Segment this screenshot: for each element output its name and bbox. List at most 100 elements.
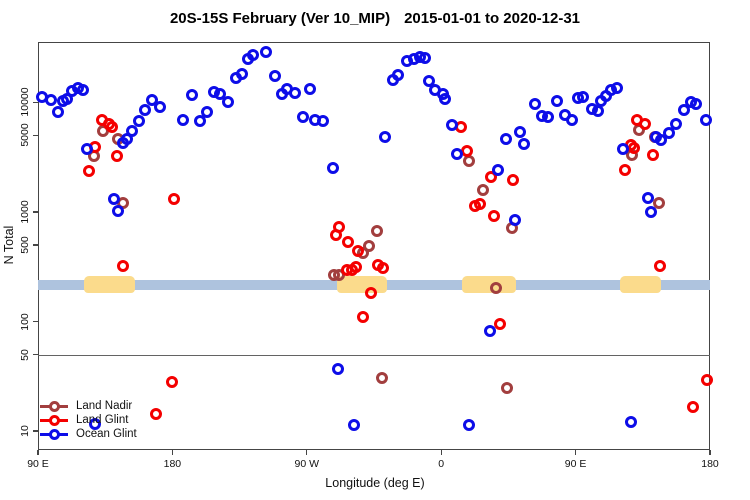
data-point <box>112 204 125 217</box>
x-axis-label: Longitude (deg E) <box>325 476 425 490</box>
data-point <box>200 106 213 119</box>
data-point <box>701 374 714 387</box>
data-point <box>652 197 665 210</box>
data-point <box>376 261 389 274</box>
data-point <box>500 381 513 394</box>
data-point <box>268 69 281 82</box>
data-point <box>418 51 431 64</box>
x-tick <box>306 450 308 455</box>
data-point <box>484 325 497 338</box>
data-point <box>653 260 666 272</box>
x-tick <box>440 450 442 455</box>
data-point <box>439 93 452 106</box>
data-point <box>565 114 578 127</box>
x-tick <box>37 450 39 455</box>
data-point <box>451 147 464 160</box>
data-point <box>304 82 317 95</box>
data-point <box>350 260 363 273</box>
data-point <box>490 282 502 295</box>
data-point <box>639 118 652 131</box>
data-point <box>125 125 138 138</box>
chart-title-daterange: 2015-01-01 to 2020-12-31 <box>404 10 581 27</box>
data-point <box>461 144 474 157</box>
data-point <box>700 114 713 127</box>
x-tick <box>574 450 577 455</box>
y-axis-label: N Total <box>2 225 16 265</box>
data-point <box>154 100 166 113</box>
legend-label: Land Glint <box>76 414 129 426</box>
data-point <box>375 372 388 385</box>
data-point <box>392 68 405 81</box>
legend-item-ocean-glint: Ocean Glint <box>40 427 137 441</box>
data-point <box>488 210 501 223</box>
data-point <box>642 191 655 204</box>
data-point <box>149 408 162 421</box>
chart-title: 20S-15S February (Ver 10_MIP) 2015-01-01 … <box>0 10 750 27</box>
data-point <box>446 118 459 131</box>
data-point <box>177 113 190 126</box>
y-tick-label: 5000 <box>19 123 31 147</box>
data-point <box>331 363 344 376</box>
data-point <box>51 105 64 118</box>
data-point <box>352 245 365 257</box>
legend-label: Ocean Glint <box>76 428 137 440</box>
data-point <box>627 141 640 154</box>
y-tick <box>33 320 38 323</box>
plot-area <box>38 42 710 450</box>
data-point <box>76 83 89 96</box>
data-point <box>646 149 659 162</box>
legend: Land Nadir Land Glint Ocean Glint <box>40 399 137 441</box>
data-point <box>247 48 260 61</box>
data-point <box>528 98 541 111</box>
data-point <box>117 260 130 272</box>
data-point <box>327 161 340 174</box>
data-point <box>644 205 657 218</box>
band-gap-patch <box>620 276 661 294</box>
data-point <box>618 164 631 177</box>
data-point <box>235 67 248 80</box>
data-point <box>110 149 123 162</box>
data-point <box>476 184 489 197</box>
data-point <box>362 239 375 252</box>
data-point <box>139 103 152 116</box>
data-point <box>687 401 700 413</box>
data-point <box>507 173 520 186</box>
data-point <box>484 170 497 183</box>
legend-item-land-nadir: Land Nadir <box>40 399 137 413</box>
band-gap-patch <box>84 276 136 294</box>
data-point <box>500 133 512 146</box>
band-gap-patch <box>462 276 516 294</box>
data-point <box>165 375 178 388</box>
data-point <box>542 111 555 124</box>
data-point <box>145 94 158 107</box>
x-tick-label: 90 E <box>27 458 49 470</box>
data-point <box>577 91 590 104</box>
data-point <box>474 198 487 211</box>
data-point <box>690 98 703 111</box>
data-point <box>185 88 198 101</box>
data-point <box>514 126 527 139</box>
data-point <box>316 115 329 128</box>
data-point <box>365 286 377 299</box>
data-point <box>494 318 507 331</box>
data-point <box>168 193 181 206</box>
x-tick-label: 0 <box>438 458 445 470</box>
data-point <box>663 127 676 140</box>
data-point <box>133 115 146 128</box>
legend-label: Land Nadir <box>76 400 133 412</box>
reference-line-50 <box>38 354 710 356</box>
y-tick <box>33 430 38 432</box>
data-point <box>259 45 272 58</box>
data-point <box>550 95 563 108</box>
data-point <box>108 193 120 206</box>
ocean-glint-marker-icon <box>40 428 68 440</box>
y-tick-label: 10000 <box>19 87 31 117</box>
data-point <box>625 416 638 429</box>
data-point <box>214 88 227 101</box>
data-point <box>492 164 505 177</box>
land-glint-marker-icon <box>40 414 68 426</box>
data-point <box>611 82 624 95</box>
x-tick <box>709 450 711 455</box>
data-point <box>44 93 57 106</box>
